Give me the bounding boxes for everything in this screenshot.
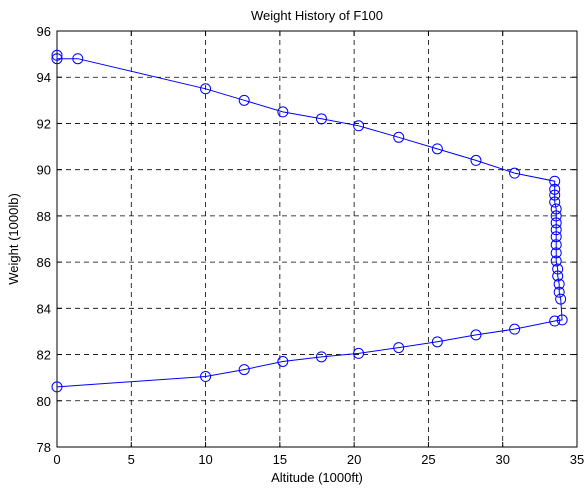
data-point <box>51 53 63 65</box>
x-axis-ticks: 0 5 10 15 20 25 30 35 <box>53 31 584 467</box>
data-point <box>549 183 561 195</box>
y-axis-label: Weight (1000lb) <box>6 193 21 285</box>
data-point <box>550 203 562 215</box>
data-point <box>51 49 63 61</box>
data-point <box>550 231 562 243</box>
data-point <box>277 106 289 118</box>
data-point <box>549 196 561 208</box>
y-tick-label: 86 <box>37 255 51 270</box>
data-point <box>550 217 562 229</box>
grid <box>57 31 577 447</box>
data-point <box>238 94 250 106</box>
x-axis-label: Altitude (1000ft) <box>271 470 363 485</box>
data-point <box>393 342 405 354</box>
y-tick-label: 96 <box>37 24 51 39</box>
data-point <box>200 371 212 383</box>
data-point <box>353 347 365 359</box>
data-point <box>315 113 327 125</box>
data-point <box>393 131 405 143</box>
data-point <box>549 189 561 201</box>
y-tick-label: 82 <box>37 348 51 363</box>
x-tick-label: 10 <box>198 452 212 467</box>
data-point <box>549 315 561 327</box>
data-point <box>509 167 521 179</box>
data-point <box>431 336 443 348</box>
data-point <box>470 154 482 166</box>
data-point <box>509 323 521 335</box>
data-point <box>552 263 564 275</box>
y-tick-label: 90 <box>37 163 51 178</box>
x-tick-label: 35 <box>570 452 584 467</box>
data-point <box>550 255 562 267</box>
y-tick-label: 88 <box>37 209 51 224</box>
chart-title: Weight History of F100 <box>251 8 383 23</box>
data-point <box>431 143 443 155</box>
data-point <box>72 53 84 65</box>
data-point <box>238 364 250 376</box>
data-point <box>315 351 327 363</box>
y-tick-label: 80 <box>37 394 51 409</box>
data-point <box>550 210 562 222</box>
data-point <box>550 239 562 251</box>
x-tick-label: 30 <box>495 452 509 467</box>
x-tick-label: 5 <box>128 452 135 467</box>
data-point <box>556 314 568 326</box>
data-point <box>553 278 565 290</box>
data-point <box>200 83 212 95</box>
data-point <box>555 293 567 305</box>
y-tick-label: 92 <box>37 116 51 131</box>
data-point <box>550 224 562 236</box>
y-tick-label: 84 <box>37 301 51 316</box>
data-point <box>353 120 365 132</box>
x-tick-label: 25 <box>421 452 435 467</box>
y-axis-ticks: 78 80 82 84 86 88 90 92 94 96 <box>37 24 577 455</box>
plot-frame <box>56 30 578 448</box>
series-line <box>56 55 563 388</box>
data-point <box>550 247 562 259</box>
x-tick-label: 15 <box>273 452 287 467</box>
data-point <box>277 355 289 367</box>
data-point <box>552 270 564 282</box>
y-tick-label: 94 <box>37 70 51 85</box>
data-point <box>549 175 561 187</box>
data-point <box>553 286 565 298</box>
data-point <box>51 381 63 393</box>
y-tick-label: 78 <box>37 440 51 455</box>
series-weight <box>51 49 568 393</box>
data-point <box>470 329 482 341</box>
x-tick-label: 20 <box>347 452 361 467</box>
x-tick-label: 0 <box>53 452 60 467</box>
